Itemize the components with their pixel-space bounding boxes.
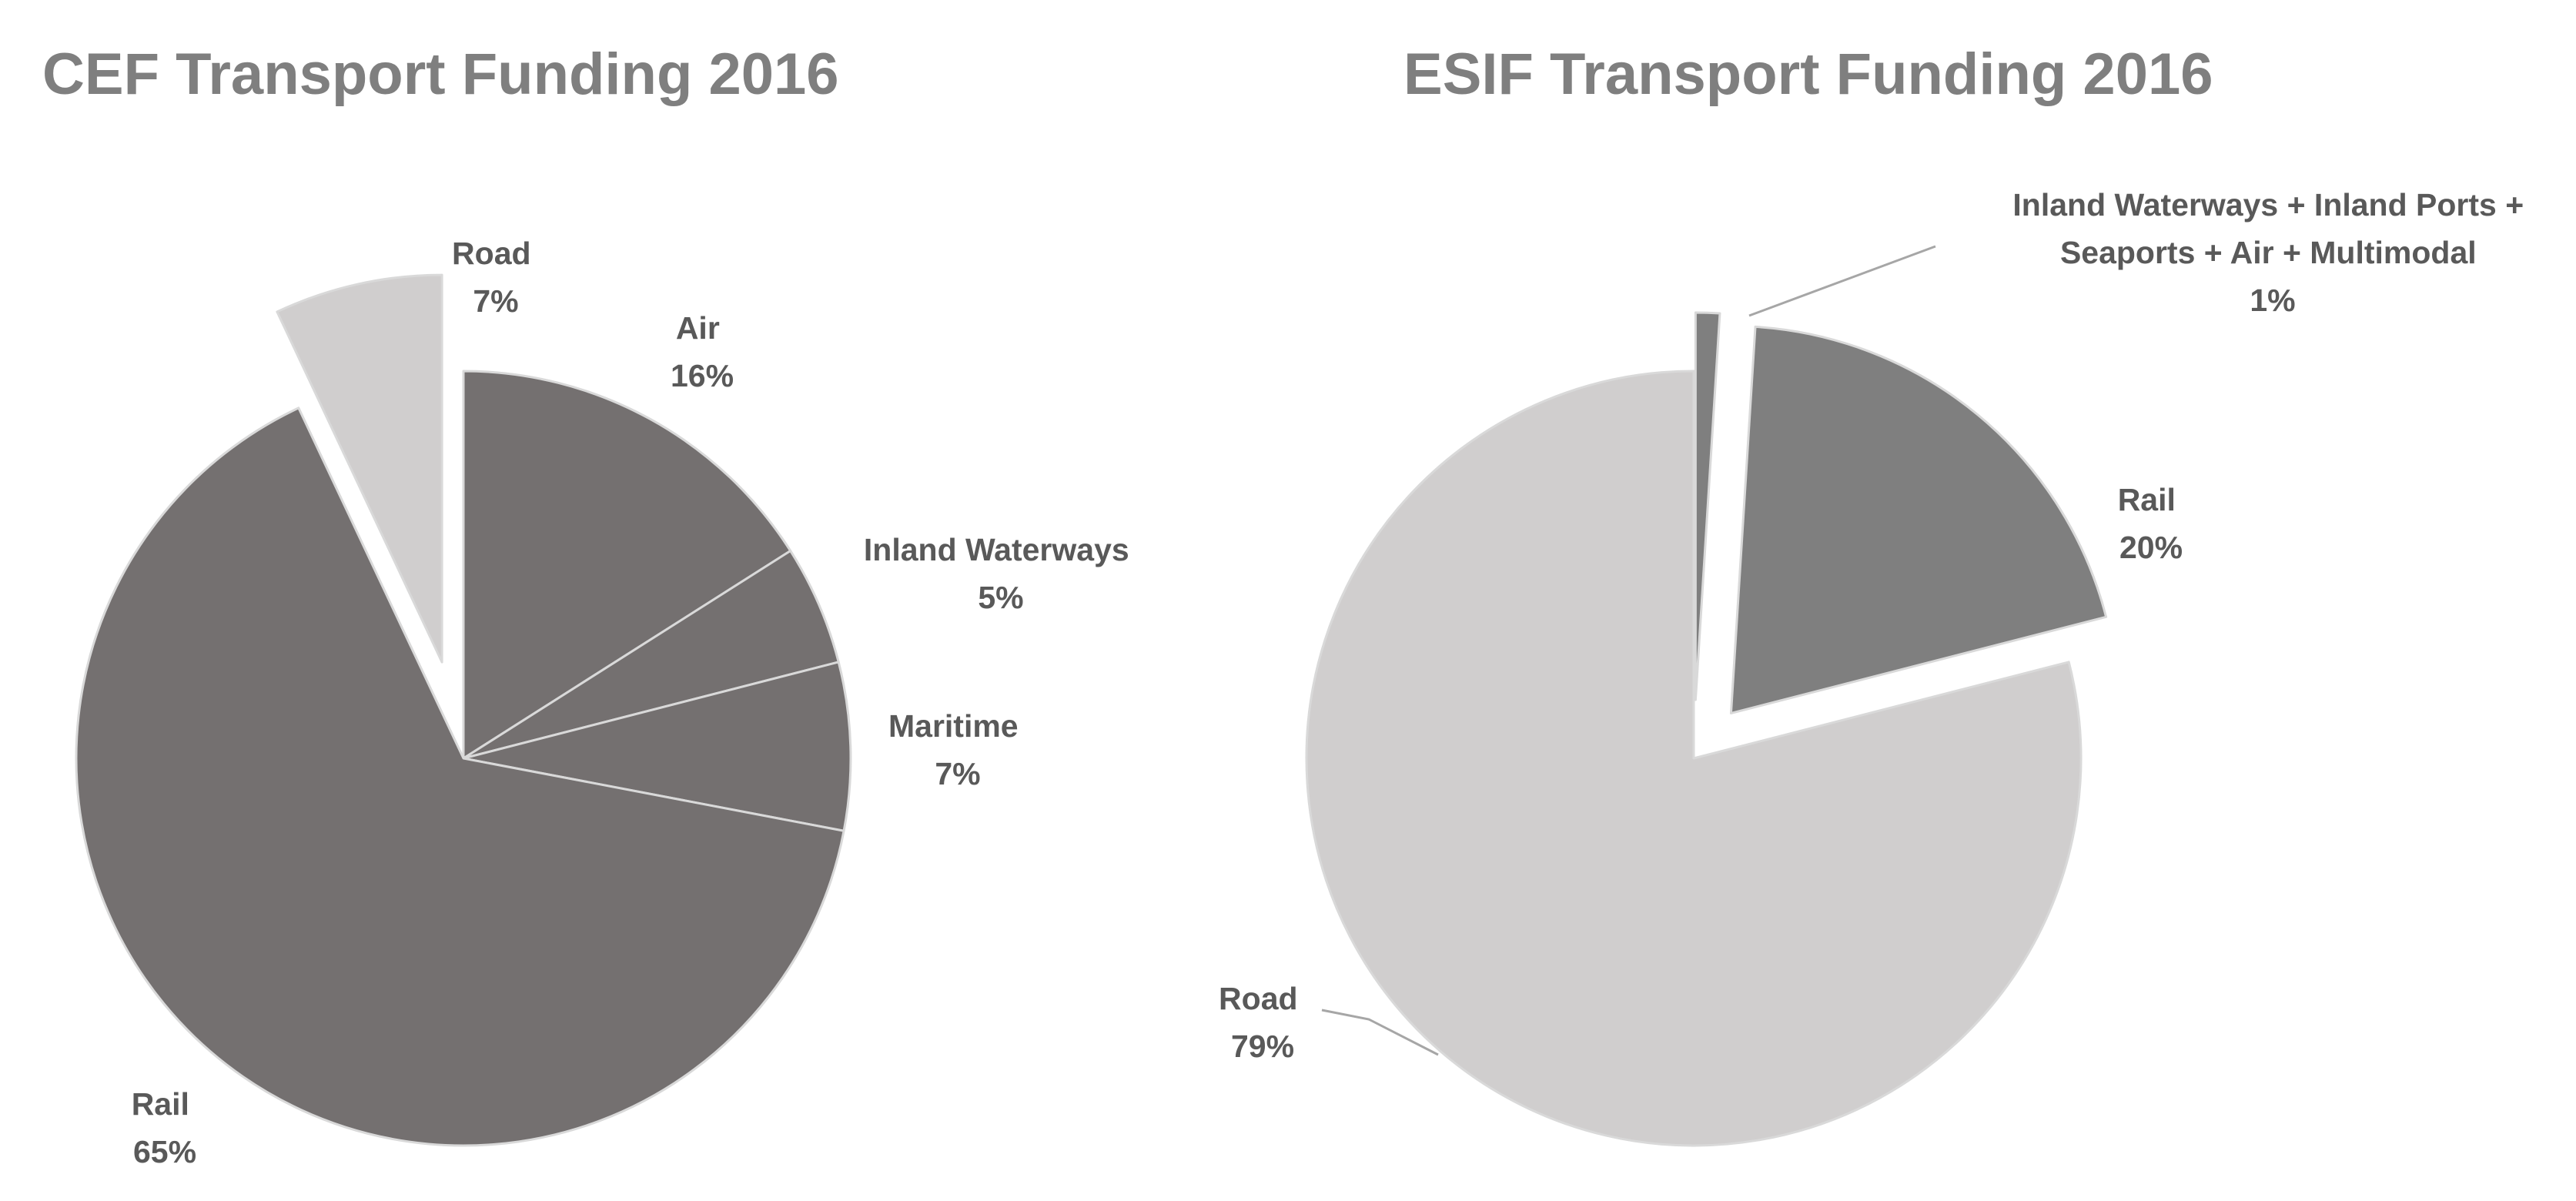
cef-label-rail: Rail 65% [132,1086,199,1169]
esif-slice-rail [1729,325,2108,714]
cef-label-rail-name: Rail [132,1086,189,1122]
esif-label-other-line2: Seaports + Air + Multimodal [2060,235,2477,270]
esif-leader-line-road [1321,1009,1439,1056]
esif-chart-title: ESIF Transport Funding 2016 [1403,42,2213,107]
cef-label-road-name: Road [452,236,531,271]
cef-slice-air [462,370,792,760]
cef-label-maritime-percent: 7% [935,756,980,791]
esif-slice-road [1305,370,2083,1147]
esif-slice-inland-waterways-inland-ports-seaports-air-multimodal [1694,311,1721,701]
cef-pie [75,273,852,1147]
cef-label-inland-waterways-name: Inland Waterways [864,532,1129,567]
cef-label-air-percent: 16% [671,358,734,393]
cef-label-maritime-name: Maritime [888,708,1019,744]
esif-label-road-name: Road [1219,981,1298,1016]
esif-label-rail-percent: 20% [2119,530,2183,565]
cef-label-inland-waterways: Inland Waterways 5% [864,532,1138,615]
esif-chart: ESIF Transport Funding 2016 Inland Water… [1219,42,2532,1147]
cef-label-road: Road 7% [452,236,540,319]
esif-label-other-percent: 1% [2250,283,2295,318]
cef-chart: CEF Transport Funding 2016 Road 7% Air 1… [42,42,1138,1169]
cef-label-air: Air 16% [671,310,734,393]
cef-label-air-name: Air [676,310,720,346]
cef-slice-maritime [462,661,852,832]
esif-label-road: Road 79% [1219,981,1306,1064]
esif-label-other-line1: Inland Waterways + Inland Ports + [2012,187,2524,222]
cef-slice-rail [75,406,845,1147]
esif-leader-line-other [1748,245,1936,317]
esif-label-rail-name: Rail [2118,482,2176,517]
cef-label-inland-waterways-percent: 5% [978,580,1023,615]
cef-slice-inland-waterways [462,549,840,760]
cef-label-road-percent: 7% [473,283,518,319]
esif-label-road-percent: 79% [1231,1029,1294,1064]
cef-label-rail-percent: 65% [133,1134,196,1169]
esif-label-other: Inland Waterways + Inland Ports + Seapor… [2012,187,2532,318]
esif-pie [1305,311,2108,1147]
esif-label-rail: Rail 20% [2118,482,2185,565]
cef-chart-title: CEF Transport Funding 2016 [42,42,839,107]
cef-label-maritime: Maritime 7% [888,708,1027,791]
cef-slice-road [276,273,443,664]
